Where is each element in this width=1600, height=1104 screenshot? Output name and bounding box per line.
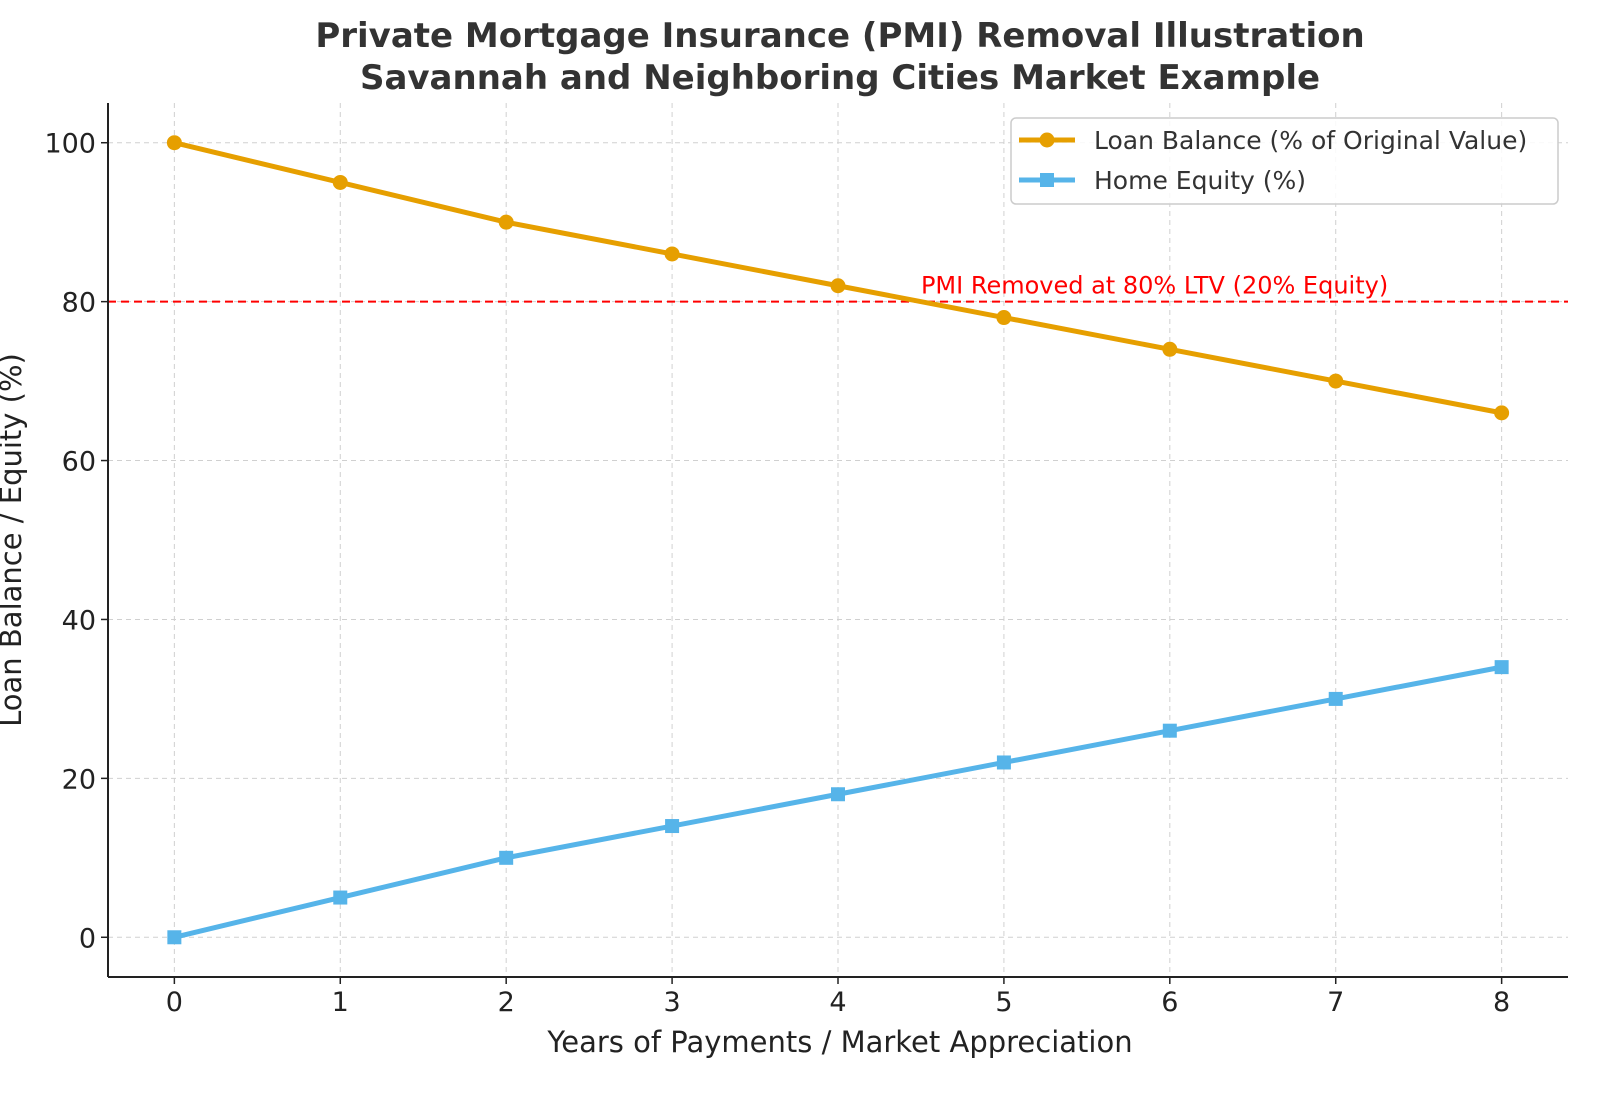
y-tick-label: 20 <box>62 764 96 795</box>
y-tick-label: 60 <box>62 447 96 478</box>
x-tick-label: 2 <box>498 987 515 1018</box>
data-point-loan-balance <box>664 246 680 262</box>
data-point-home-equity <box>499 850 514 865</box>
x-tick-label: 5 <box>995 987 1012 1018</box>
data-point-home-equity <box>333 890 348 905</box>
chart-subtitle: Savannah and Neighboring Cities Market E… <box>360 58 1320 98</box>
series-group <box>166 135 1510 945</box>
x-tick-label: 7 <box>1327 987 1344 1018</box>
legend-marker-square <box>1040 173 1054 187</box>
x-tick-label: 1 <box>332 987 349 1018</box>
data-point-home-equity <box>996 755 1011 770</box>
y-tick-label: 0 <box>79 923 96 954</box>
legend-label: Home Equity (%) <box>1094 166 1306 195</box>
data-point-home-equity <box>1494 660 1509 675</box>
y-tick-label: 100 <box>44 129 96 160</box>
legend: Loan Balance (% of Original Value) Home E… <box>1010 117 1559 205</box>
reference-line-group: PMI Removed at 80% LTV (20% Equity) <box>108 272 1568 303</box>
x-axis-label: Years of Payments / Market Appreciation <box>546 1025 1132 1059</box>
x-tick-label: 8 <box>1493 987 1510 1018</box>
legend-box <box>1010 117 1559 205</box>
data-point-home-equity <box>1162 723 1177 738</box>
data-point-home-equity <box>167 930 182 945</box>
legend-label: Loan Balance (% of Original Value) <box>1094 126 1527 155</box>
grid <box>108 103 1568 977</box>
data-point-loan-balance <box>166 135 182 151</box>
data-point-loan-balance <box>332 174 348 190</box>
y-tick-label: 40 <box>62 605 96 636</box>
data-point-loan-balance <box>1494 405 1510 421</box>
data-point-loan-balance <box>498 214 514 230</box>
data-point-home-equity <box>831 787 845 802</box>
x-tick-label: 4 <box>829 987 846 1018</box>
data-point-loan-balance <box>1328 373 1344 389</box>
y-axis-label: Loan Balance / Equity (%) <box>0 353 28 727</box>
data-point-loan-balance <box>1162 341 1178 357</box>
data-point-loan-balance <box>830 278 846 294</box>
data-point-home-equity <box>1328 691 1343 706</box>
data-point-loan-balance <box>996 310 1012 326</box>
x-tick-label: 0 <box>166 987 183 1018</box>
legend-marker-circle <box>1039 132 1055 148</box>
chart-title: Private Mortgage Insurance (PMI) Removal… <box>315 16 1364 56</box>
x-tick-label: 3 <box>663 987 680 1018</box>
y-tick-label: 80 <box>62 288 96 319</box>
data-point-home-equity <box>665 819 680 834</box>
x-tick-label: 6 <box>1161 987 1178 1018</box>
pmi-threshold-label: PMI Removed at 80% LTV (20% Equity) <box>921 272 1388 300</box>
